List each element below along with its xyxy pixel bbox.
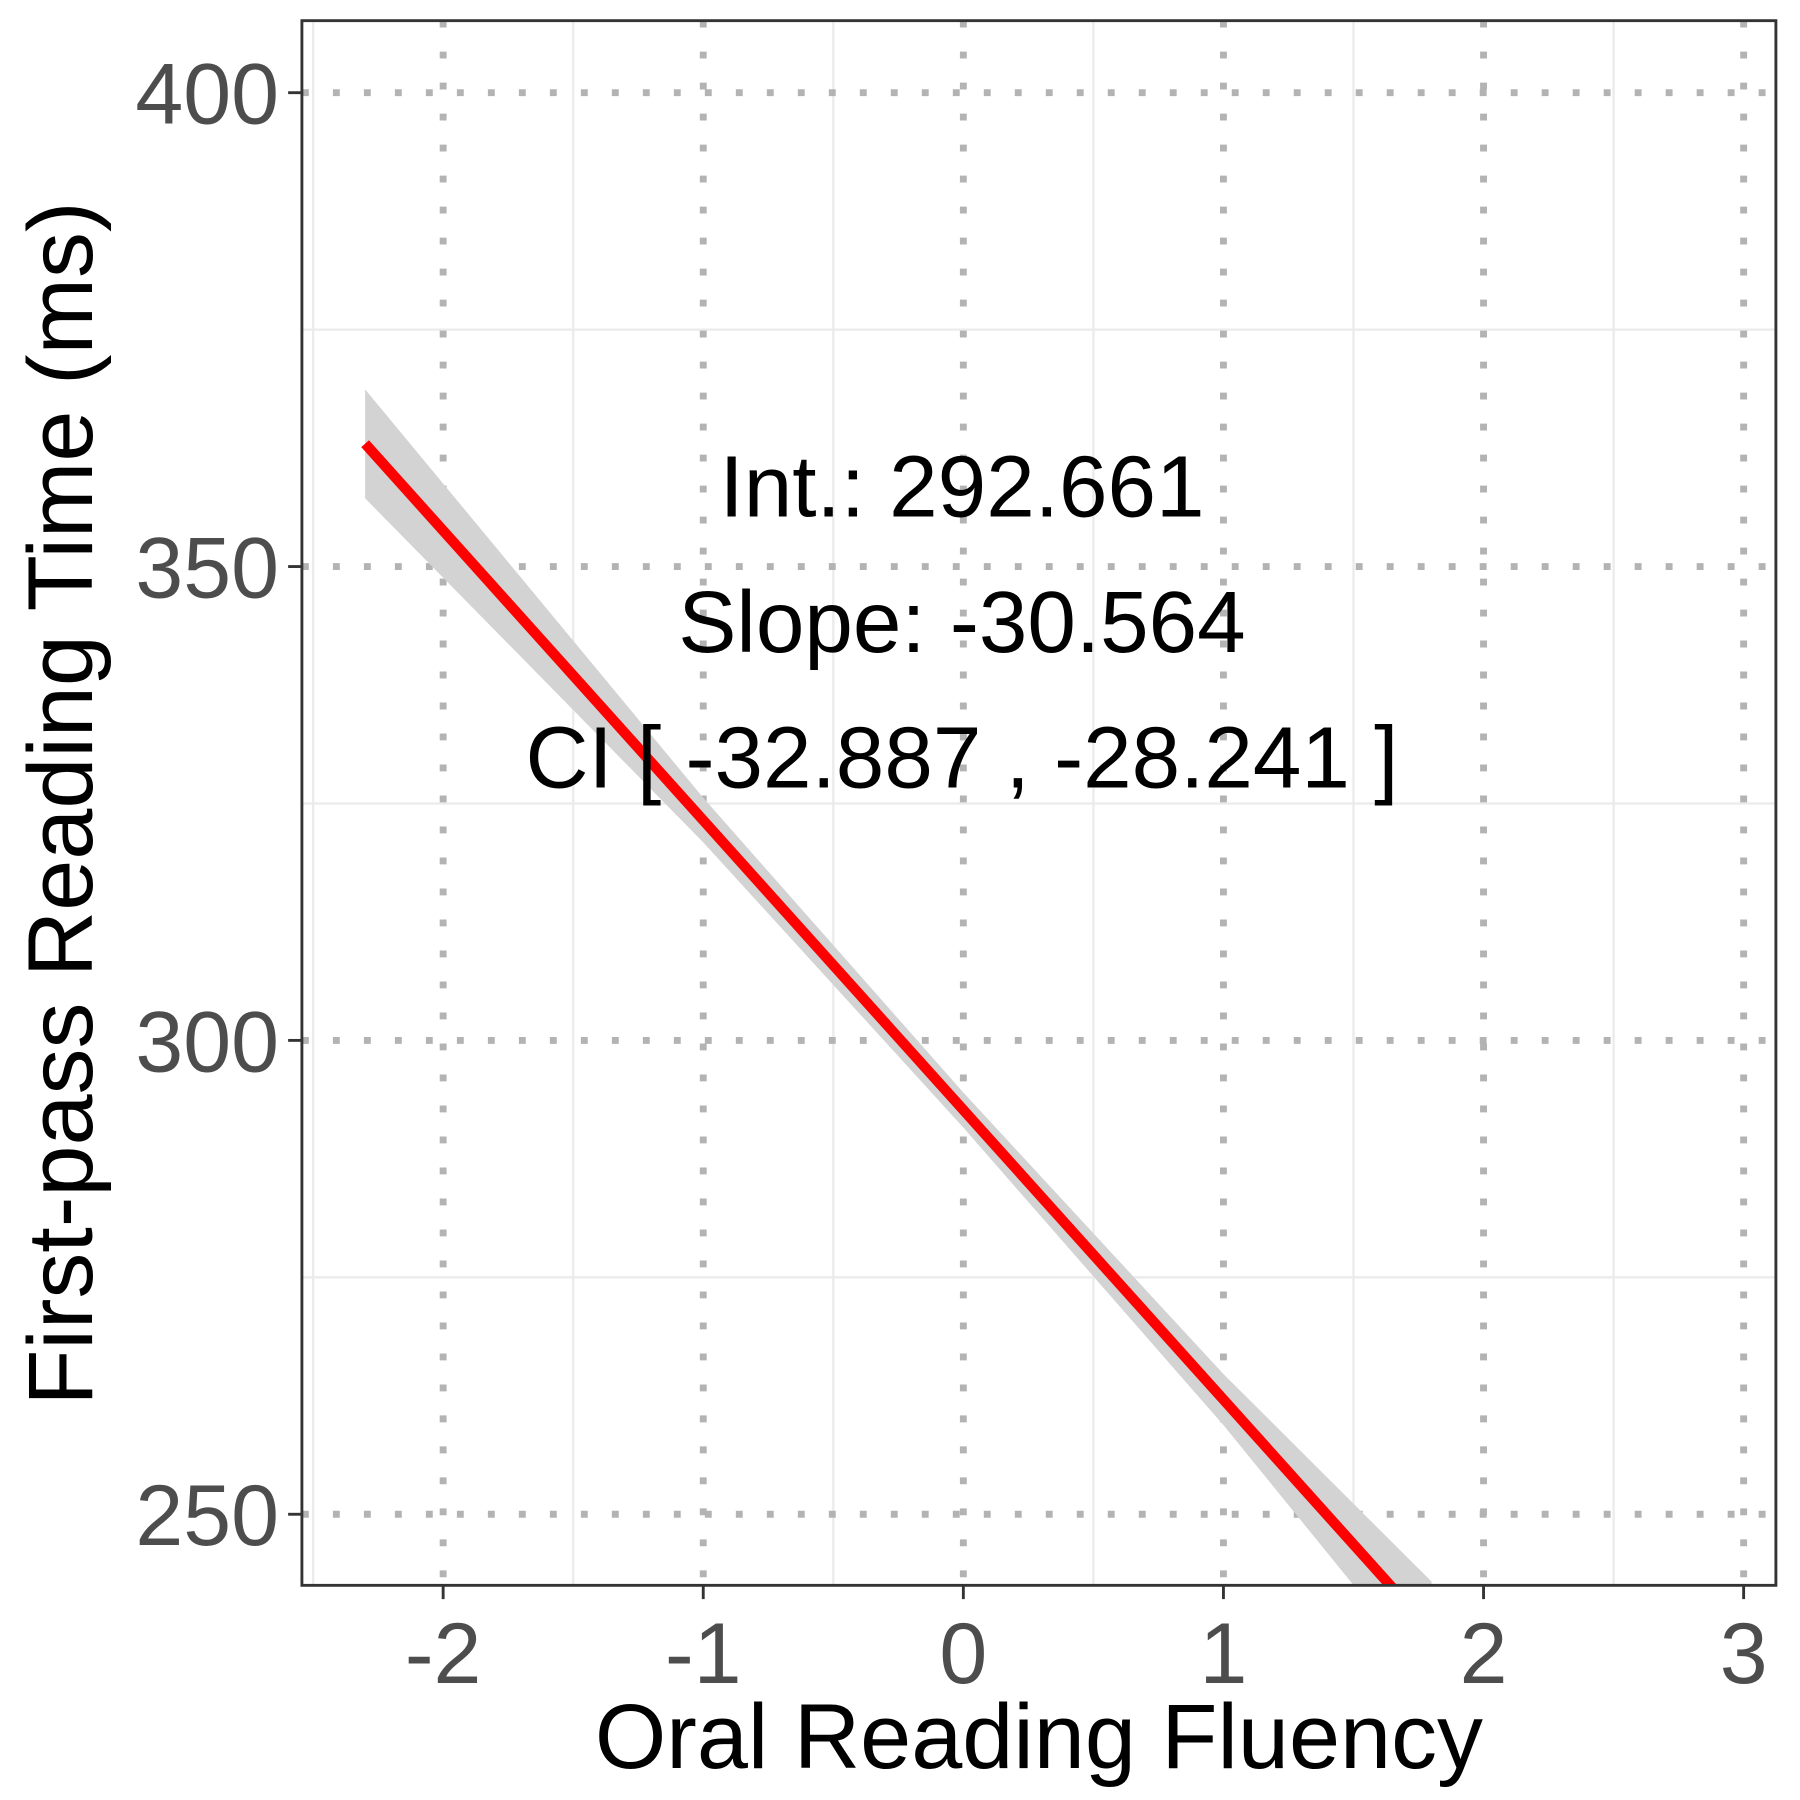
x-tick-label: -1 (665, 1606, 742, 1702)
x-tick-label: 0 (939, 1606, 987, 1702)
plot-border (300, 19, 1778, 1587)
y-tick-label: 250 (135, 1468, 279, 1564)
plot-area (361, 389, 1432, 1586)
x-tick-label: 2 (1460, 1606, 1508, 1702)
annotation: Slope: -30.564 (678, 574, 1245, 671)
annotation: Int.: 292.661 (719, 439, 1204, 536)
x-tick-label: 3 (1720, 1606, 1768, 1702)
x-tick-label: -2 (405, 1606, 482, 1702)
y-tick-label: 300 (135, 994, 279, 1090)
grid (301, 20, 1776, 1586)
axes: -2 -1 0 1 2 3 250 300 350 400 (135, 47, 1767, 1702)
x-tick-label: 1 (1200, 1606, 1248, 1702)
y-tick-label: 400 (135, 47, 279, 143)
x-axis-title: Oral Reading Fluency (595, 1686, 1483, 1788)
y-tick-label: 350 (135, 521, 279, 617)
regression-line (361, 440, 1398, 1586)
y-axis-title: First-pass Reading Time (ms) (10, 201, 112, 1405)
annotation: CI [ -32.887 , -28.241 ] (526, 710, 1399, 807)
